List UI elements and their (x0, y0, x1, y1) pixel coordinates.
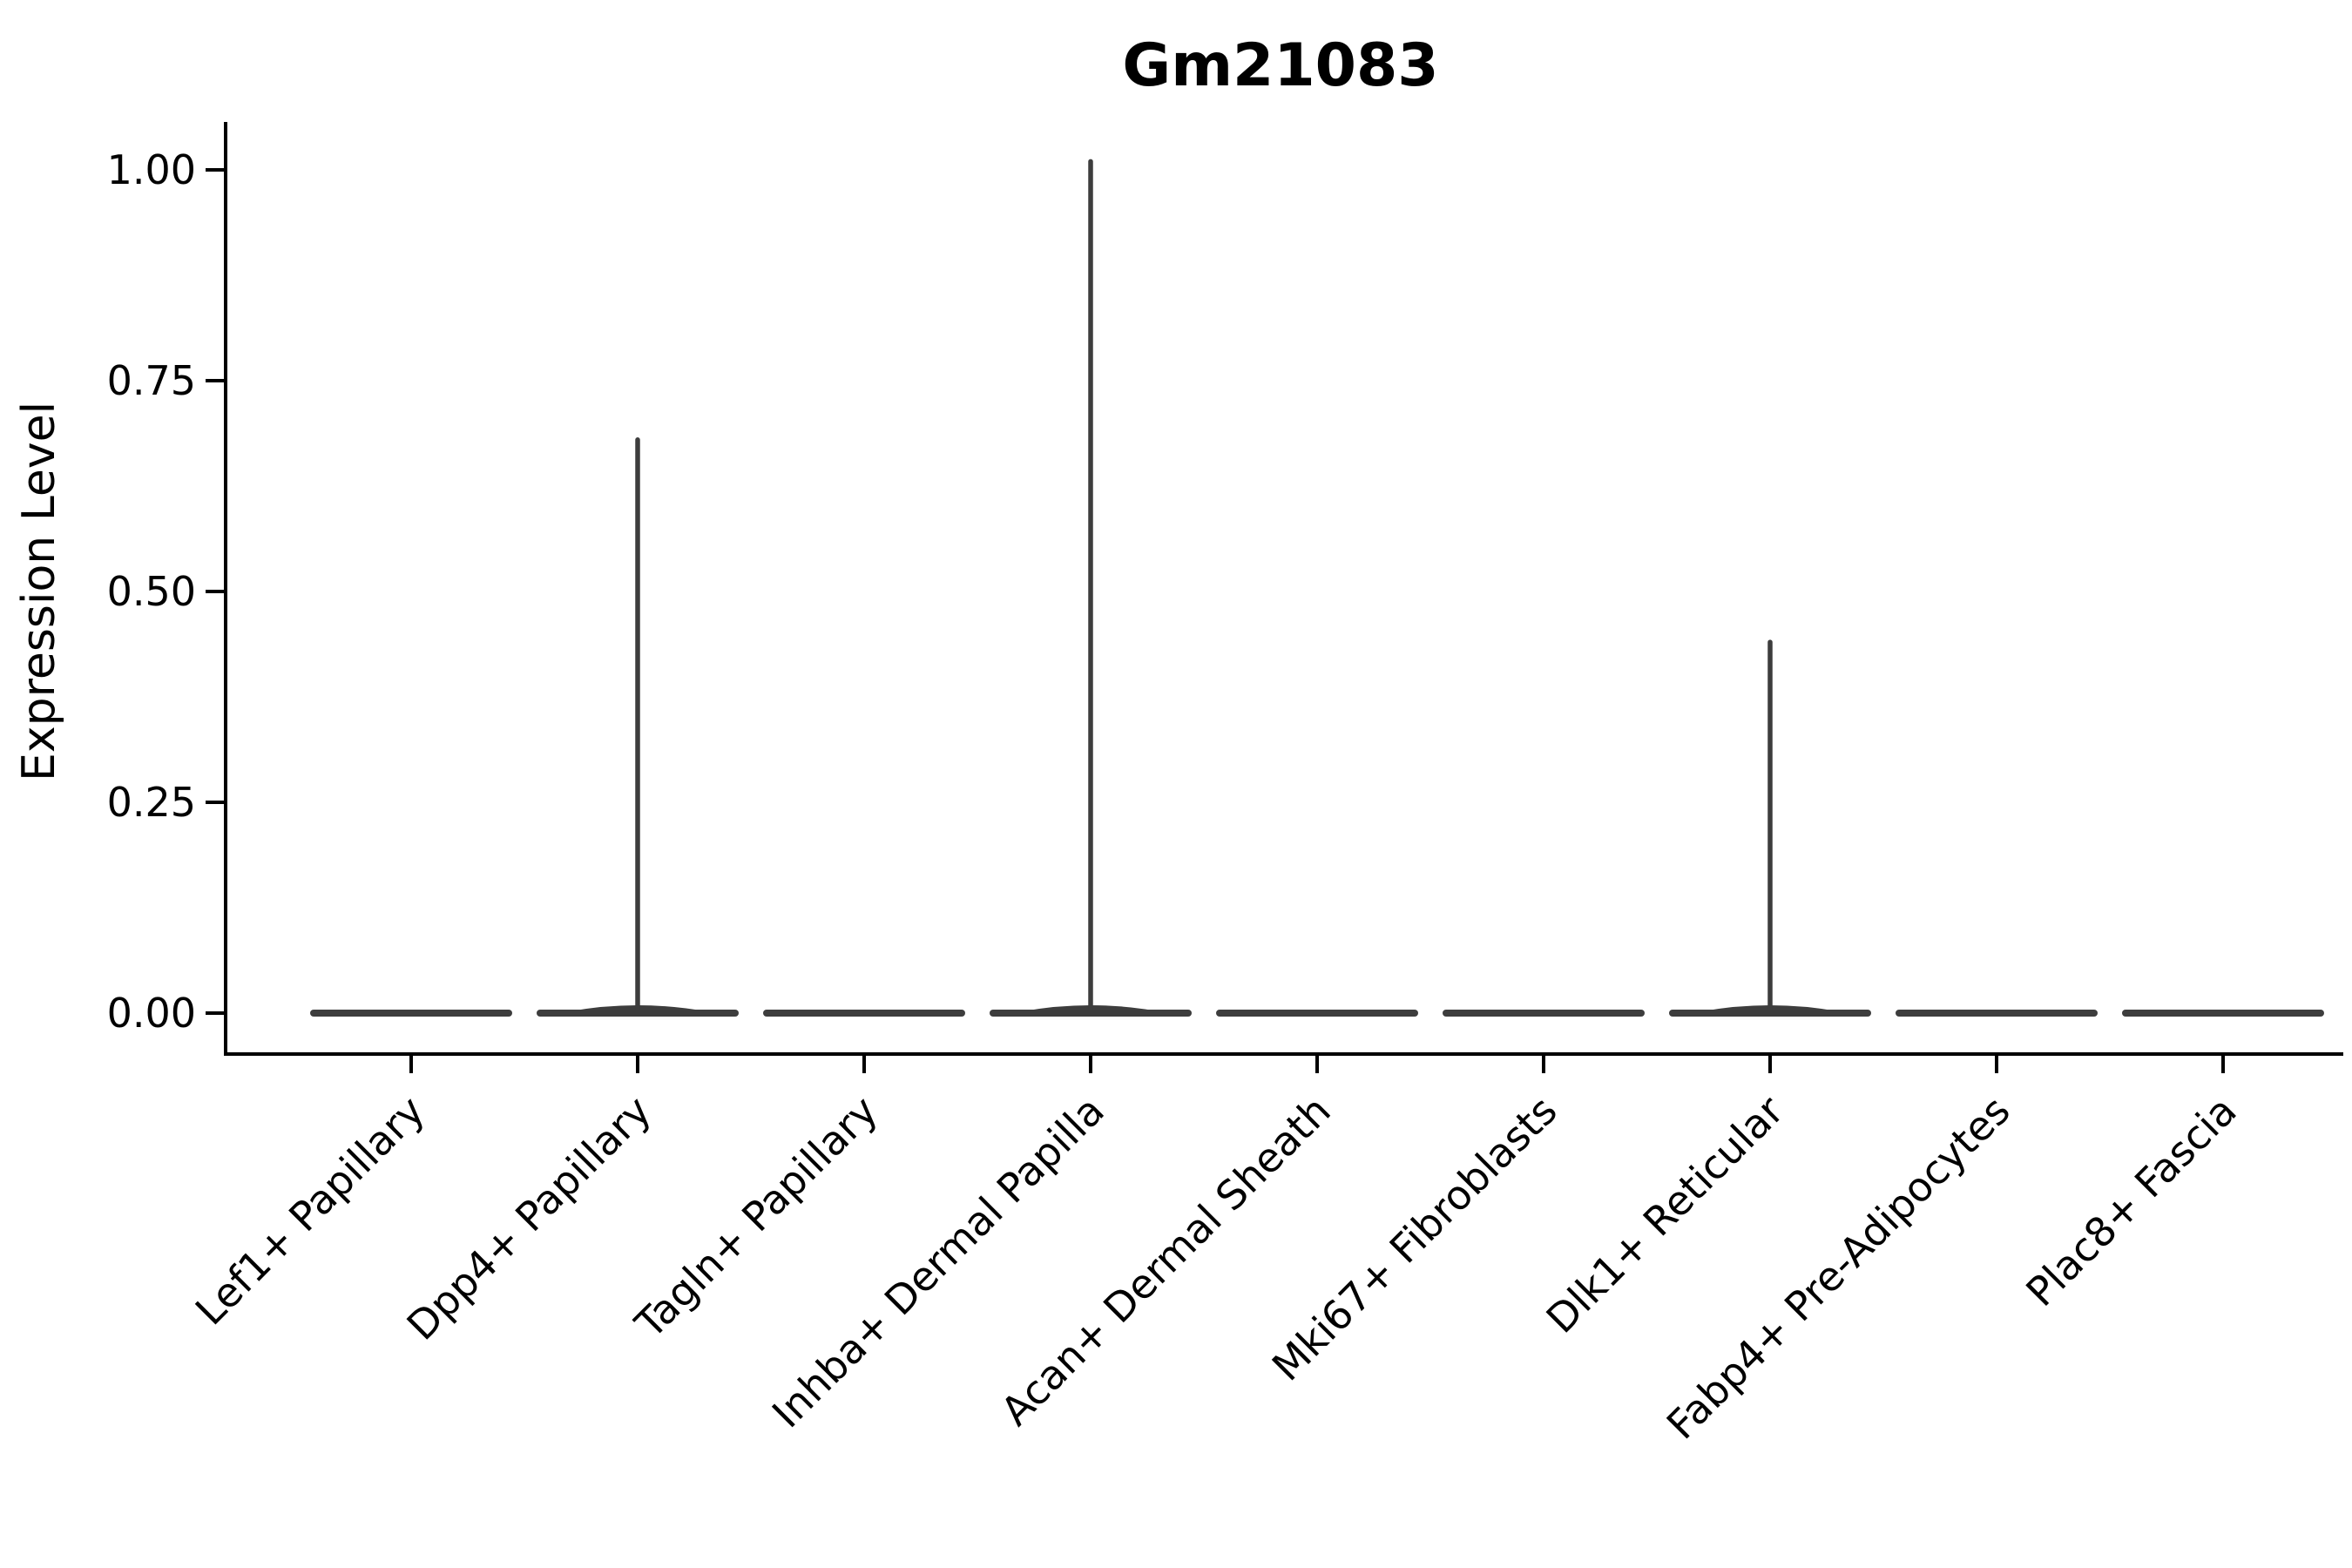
x-tick-label: Lef1+ Papillary (186, 1087, 434, 1335)
y-axis-label: Expression Level (13, 402, 65, 781)
violins-group (310, 159, 2324, 1017)
x-tick-label: Plac8+ Fascia (2017, 1087, 2245, 1315)
y-tick-label: 0.75 (107, 357, 196, 404)
y-tick-label: 0.00 (107, 990, 196, 1037)
y-tick-label: 0.25 (107, 779, 196, 826)
y-tick-label: 0.50 (107, 568, 196, 615)
x-tick-label: Tagln+ Papillary (625, 1087, 887, 1348)
x-tick-label: Dlk1+ Reticular (1538, 1087, 1793, 1342)
y-tick-label: 1.00 (107, 146, 196, 193)
x-tick-label: Dpp4+ Papillary (398, 1087, 660, 1349)
axes-group: 0.00 0.25 0.50 0.75 1.00 Lef1+ PapillaryDpp4+… (107, 122, 2343, 1449)
chart-title: Gm21083 (1122, 31, 1438, 100)
